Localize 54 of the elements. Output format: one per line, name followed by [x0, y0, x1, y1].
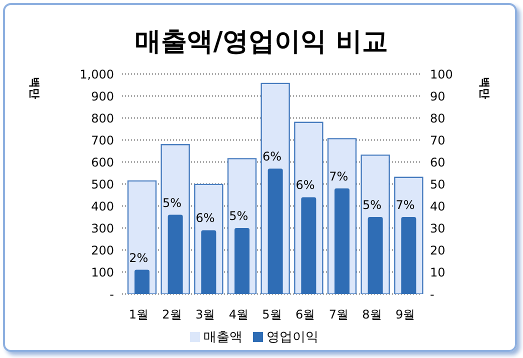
y-tick-label: 700 — [91, 133, 114, 148]
x-tick-label: 1월 — [128, 308, 148, 322]
annotation: 5% — [362, 198, 382, 212]
y-tick-label: 800 — [91, 111, 114, 126]
x-tick-label: 5월 — [262, 308, 282, 322]
y2-tick-label: 80 — [430, 111, 446, 126]
y-tick-label: - — [110, 287, 114, 302]
y-tick-label: 300 — [91, 221, 114, 236]
annotation: 6% — [262, 150, 282, 164]
annotation: 7% — [396, 198, 415, 212]
x-tick-label: 2월 — [162, 308, 182, 322]
y2-tick-label: - — [430, 287, 434, 302]
bar — [134, 270, 150, 294]
x-tick-label: 8월 — [362, 308, 382, 322]
y-axis-title: 백만 — [28, 77, 41, 99]
chart-title: 매출액/영업이익 비교 — [134, 26, 389, 59]
y-tick-label: 100 — [91, 265, 114, 280]
y2-tick-label: 40 — [430, 199, 446, 214]
annotation: 7% — [329, 169, 348, 184]
legend-label: 매출액 — [204, 330, 242, 345]
y-tick-label: 500 — [91, 177, 114, 192]
y-tick-label: 1,000 — [80, 67, 114, 82]
x-tick-label: 9월 — [396, 308, 416, 322]
annotation: 5% — [162, 196, 182, 210]
annotation: 6% — [296, 178, 315, 192]
y-tick-label: 400 — [91, 199, 114, 214]
y-tick-label: 600 — [91, 155, 114, 170]
bar — [301, 197, 316, 294]
bar — [168, 214, 183, 294]
x-tick-label: 4월 — [228, 308, 248, 322]
annotation: 6% — [196, 211, 215, 226]
bar — [268, 168, 283, 294]
y2-tick-label: 60 — [430, 155, 446, 170]
bar — [334, 188, 350, 294]
y-tick-label: 900 — [91, 89, 114, 104]
y2-tick-label: 90 — [430, 89, 446, 104]
y-tick-label: 200 — [91, 243, 114, 258]
y2-tick-label: 50 — [430, 177, 446, 192]
annotation: 2% — [129, 250, 148, 265]
annotation: 5% — [229, 209, 248, 223]
y2-axis-title: 백만 — [478, 77, 491, 99]
y2-tick-label: 70 — [430, 133, 446, 148]
bar — [368, 217, 383, 294]
bar — [234, 228, 250, 294]
y2-tick-label: 100 — [430, 67, 453, 82]
y2-tick-label: 10 — [430, 265, 446, 280]
x-tick-label: 7월 — [328, 308, 348, 322]
x-tick-label: 3월 — [196, 308, 216, 322]
legend-label: 영업이익 — [266, 330, 318, 345]
bar — [401, 217, 416, 294]
x-tick-label: 6월 — [296, 308, 316, 322]
y2-tick-label: 30 — [430, 221, 446, 236]
bar — [201, 230, 216, 294]
y2-tick-label: 20 — [430, 243, 446, 258]
